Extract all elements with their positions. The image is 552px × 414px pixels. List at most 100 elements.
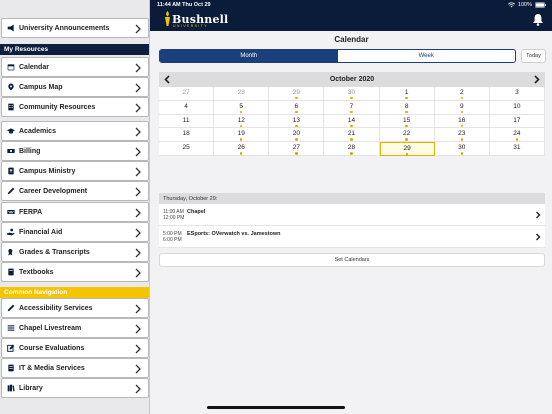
calendar-day[interactable]: 22 (379, 128, 435, 143)
calendar-day[interactable]: 17 (489, 114, 545, 129)
day-number: 1 (404, 89, 409, 96)
calendar-day-selected[interactable]: 29 (379, 142, 435, 156)
month-label: October 2020 (329, 76, 375, 83)
sidebar-item-chapel-livestream[interactable]: Chapel Livestream (1, 318, 149, 338)
calendar-day[interactable]: 18 (159, 128, 215, 143)
award-icon (6, 247, 16, 257)
sidebar-item-academics[interactable]: Academics (1, 121, 149, 141)
calendar-day[interactable]: 3 (489, 87, 545, 101)
sidebar-item-textbooks[interactable]: Textbooks (1, 262, 149, 282)
event-dot (295, 138, 298, 141)
calendar-day[interactable]: 19 (214, 128, 270, 143)
day-number: 7 (349, 102, 354, 110)
sidebar-item-ferpa[interactable]: FERPA (1, 202, 149, 222)
day-number: 12 (237, 116, 245, 124)
sidebar-item-financial-aid[interactable]: Financial Aid (1, 222, 149, 242)
event-dot (405, 153, 409, 156)
sidebar-item-university-announcements[interactable]: University Announcements (1, 18, 149, 38)
set-calendars-button[interactable]: Set Calendars (159, 253, 545, 267)
event-dot (350, 138, 353, 141)
sidebar-item-label: Accessibility Services (19, 304, 93, 312)
sidebar-item-label: University Announcements (19, 24, 110, 32)
calendar-grid: 27 28 29 30 1 2 3 4 5 6 7 8 9 10 11 12 13 14 15 16 17 18 19 20 2… (159, 87, 545, 156)
calendar-day[interactable]: 12 (214, 114, 270, 129)
day-number: 14 (347, 116, 356, 124)
sidebar-item-billing[interactable]: Billing (1, 141, 149, 161)
sidebar-item-library[interactable]: Library (1, 378, 149, 398)
sidebar-item-campus-ministry[interactable]: Campus Ministry (1, 161, 149, 181)
sidebar-item-label: Chapel Livestream (19, 324, 82, 332)
books-icon (6, 383, 16, 393)
calendar-day[interactable]: 23 (434, 128, 490, 143)
calendar-day[interactable]: 2 (434, 87, 490, 101)
tab-month[interactable]: Month (160, 50, 338, 62)
sidebar-item-label: Career Development (19, 187, 88, 195)
day-number: 27 (182, 89, 190, 96)
chevron-right-icon (135, 147, 141, 157)
event-row[interactable]: 5:00 PM 6:00 PM ESports: OVerwatch vs. Jam… (159, 226, 545, 248)
calendar-day[interactable]: 31 (489, 142, 545, 156)
calendar-day[interactable]: 30 (324, 87, 380, 101)
calendar-day[interactable]: 9 (434, 100, 490, 115)
day-number: 19 (237, 130, 245, 138)
event-dot (460, 138, 463, 141)
calendar-day[interactable]: 1 (379, 87, 435, 101)
sidebar-item-community-resources[interactable]: Community Resources (1, 97, 149, 117)
event-title: Chapel (187, 209, 206, 215)
home-indicator[interactable] (207, 406, 345, 409)
calendar-day[interactable]: 15 (379, 114, 435, 129)
calendar-day[interactable]: 29 (269, 87, 325, 101)
previous-month-icon[interactable] (163, 75, 172, 84)
event-dot (350, 124, 353, 127)
day-number: 21 (347, 130, 356, 138)
calendar-day[interactable]: 5 (214, 100, 270, 115)
sidebar-item-career-development[interactable]: Career Development (1, 181, 149, 201)
day-number: 2 (459, 89, 464, 96)
wifi-icon (507, 2, 515, 8)
calendar-day[interactable]: 10 (489, 100, 545, 115)
sidebar-item-course-evaluations[interactable]: Course Evaluations (1, 338, 149, 358)
university-logo[interactable]: Bushnell UNIVERSITY (163, 11, 228, 28)
calendar-day[interactable]: 21 (324, 128, 380, 143)
calendar-day[interactable]: 16 (434, 114, 490, 129)
calendar-day[interactable]: 25 (159, 142, 215, 156)
sidebar-item-campus-map[interactable]: Campus Map (1, 77, 149, 97)
map-pin-icon (6, 82, 16, 92)
event-row[interactable]: 11:00 AM 12:00 PM Chapel (159, 204, 545, 226)
calendar-day[interactable]: 28 (324, 142, 380, 156)
top-bar (150, 0, 552, 31)
battery-icon (535, 2, 546, 8)
calendar-day[interactable]: 14 (324, 114, 380, 129)
day-number: 31 (513, 144, 521, 152)
calendar-day[interactable]: 27 (159, 87, 215, 101)
sidebar-item-accessibility-services[interactable]: Accessibility Services (1, 298, 149, 318)
month-calendar: October 2020 27 28 29 30 1 2 3 4 5 6 7 8 9 10 11 12 13 14… (159, 72, 545, 156)
today-button[interactable]: Today (521, 49, 546, 63)
sidebar-item-grades-and-transcripts[interactable]: Grades & Transcripts (1, 242, 149, 262)
calendar-day[interactable]: 30 (434, 142, 490, 156)
hand-coin-icon (6, 227, 16, 237)
calendar-day[interactable]: 27 (269, 142, 325, 156)
sidebar-item-it-and-media-services[interactable]: IT & Media Services (1, 358, 149, 378)
calendar-day[interactable]: 7 (324, 100, 380, 115)
sidebar-item-calendar[interactable]: Calendar (1, 57, 149, 77)
tab-week[interactable]: Week (337, 50, 515, 62)
money-icon (6, 146, 16, 156)
day-number: 30 (347, 89, 356, 96)
chevron-right-icon (135, 83, 141, 93)
calendar-day[interactable]: 4 (159, 100, 215, 115)
event-dot (405, 124, 408, 127)
calendar-day[interactable]: 24 (489, 128, 545, 143)
calendar-day[interactable]: 8 (379, 100, 435, 115)
bell-icon[interactable] (532, 13, 544, 26)
day-number: 22 (403, 130, 411, 138)
next-month-icon[interactable] (532, 75, 541, 84)
calendar-day[interactable]: 28 (214, 87, 270, 101)
section-header-my-resources: My Resources (0, 44, 149, 55)
calendar-day[interactable]: 13 (269, 114, 325, 129)
day-number: 9 (459, 102, 464, 110)
calendar-day[interactable]: 26 (214, 142, 270, 156)
calendar-day[interactable]: 11 (159, 114, 215, 129)
calendar-day[interactable]: 20 (269, 128, 325, 143)
calendar-day[interactable]: 6 (269, 100, 325, 115)
